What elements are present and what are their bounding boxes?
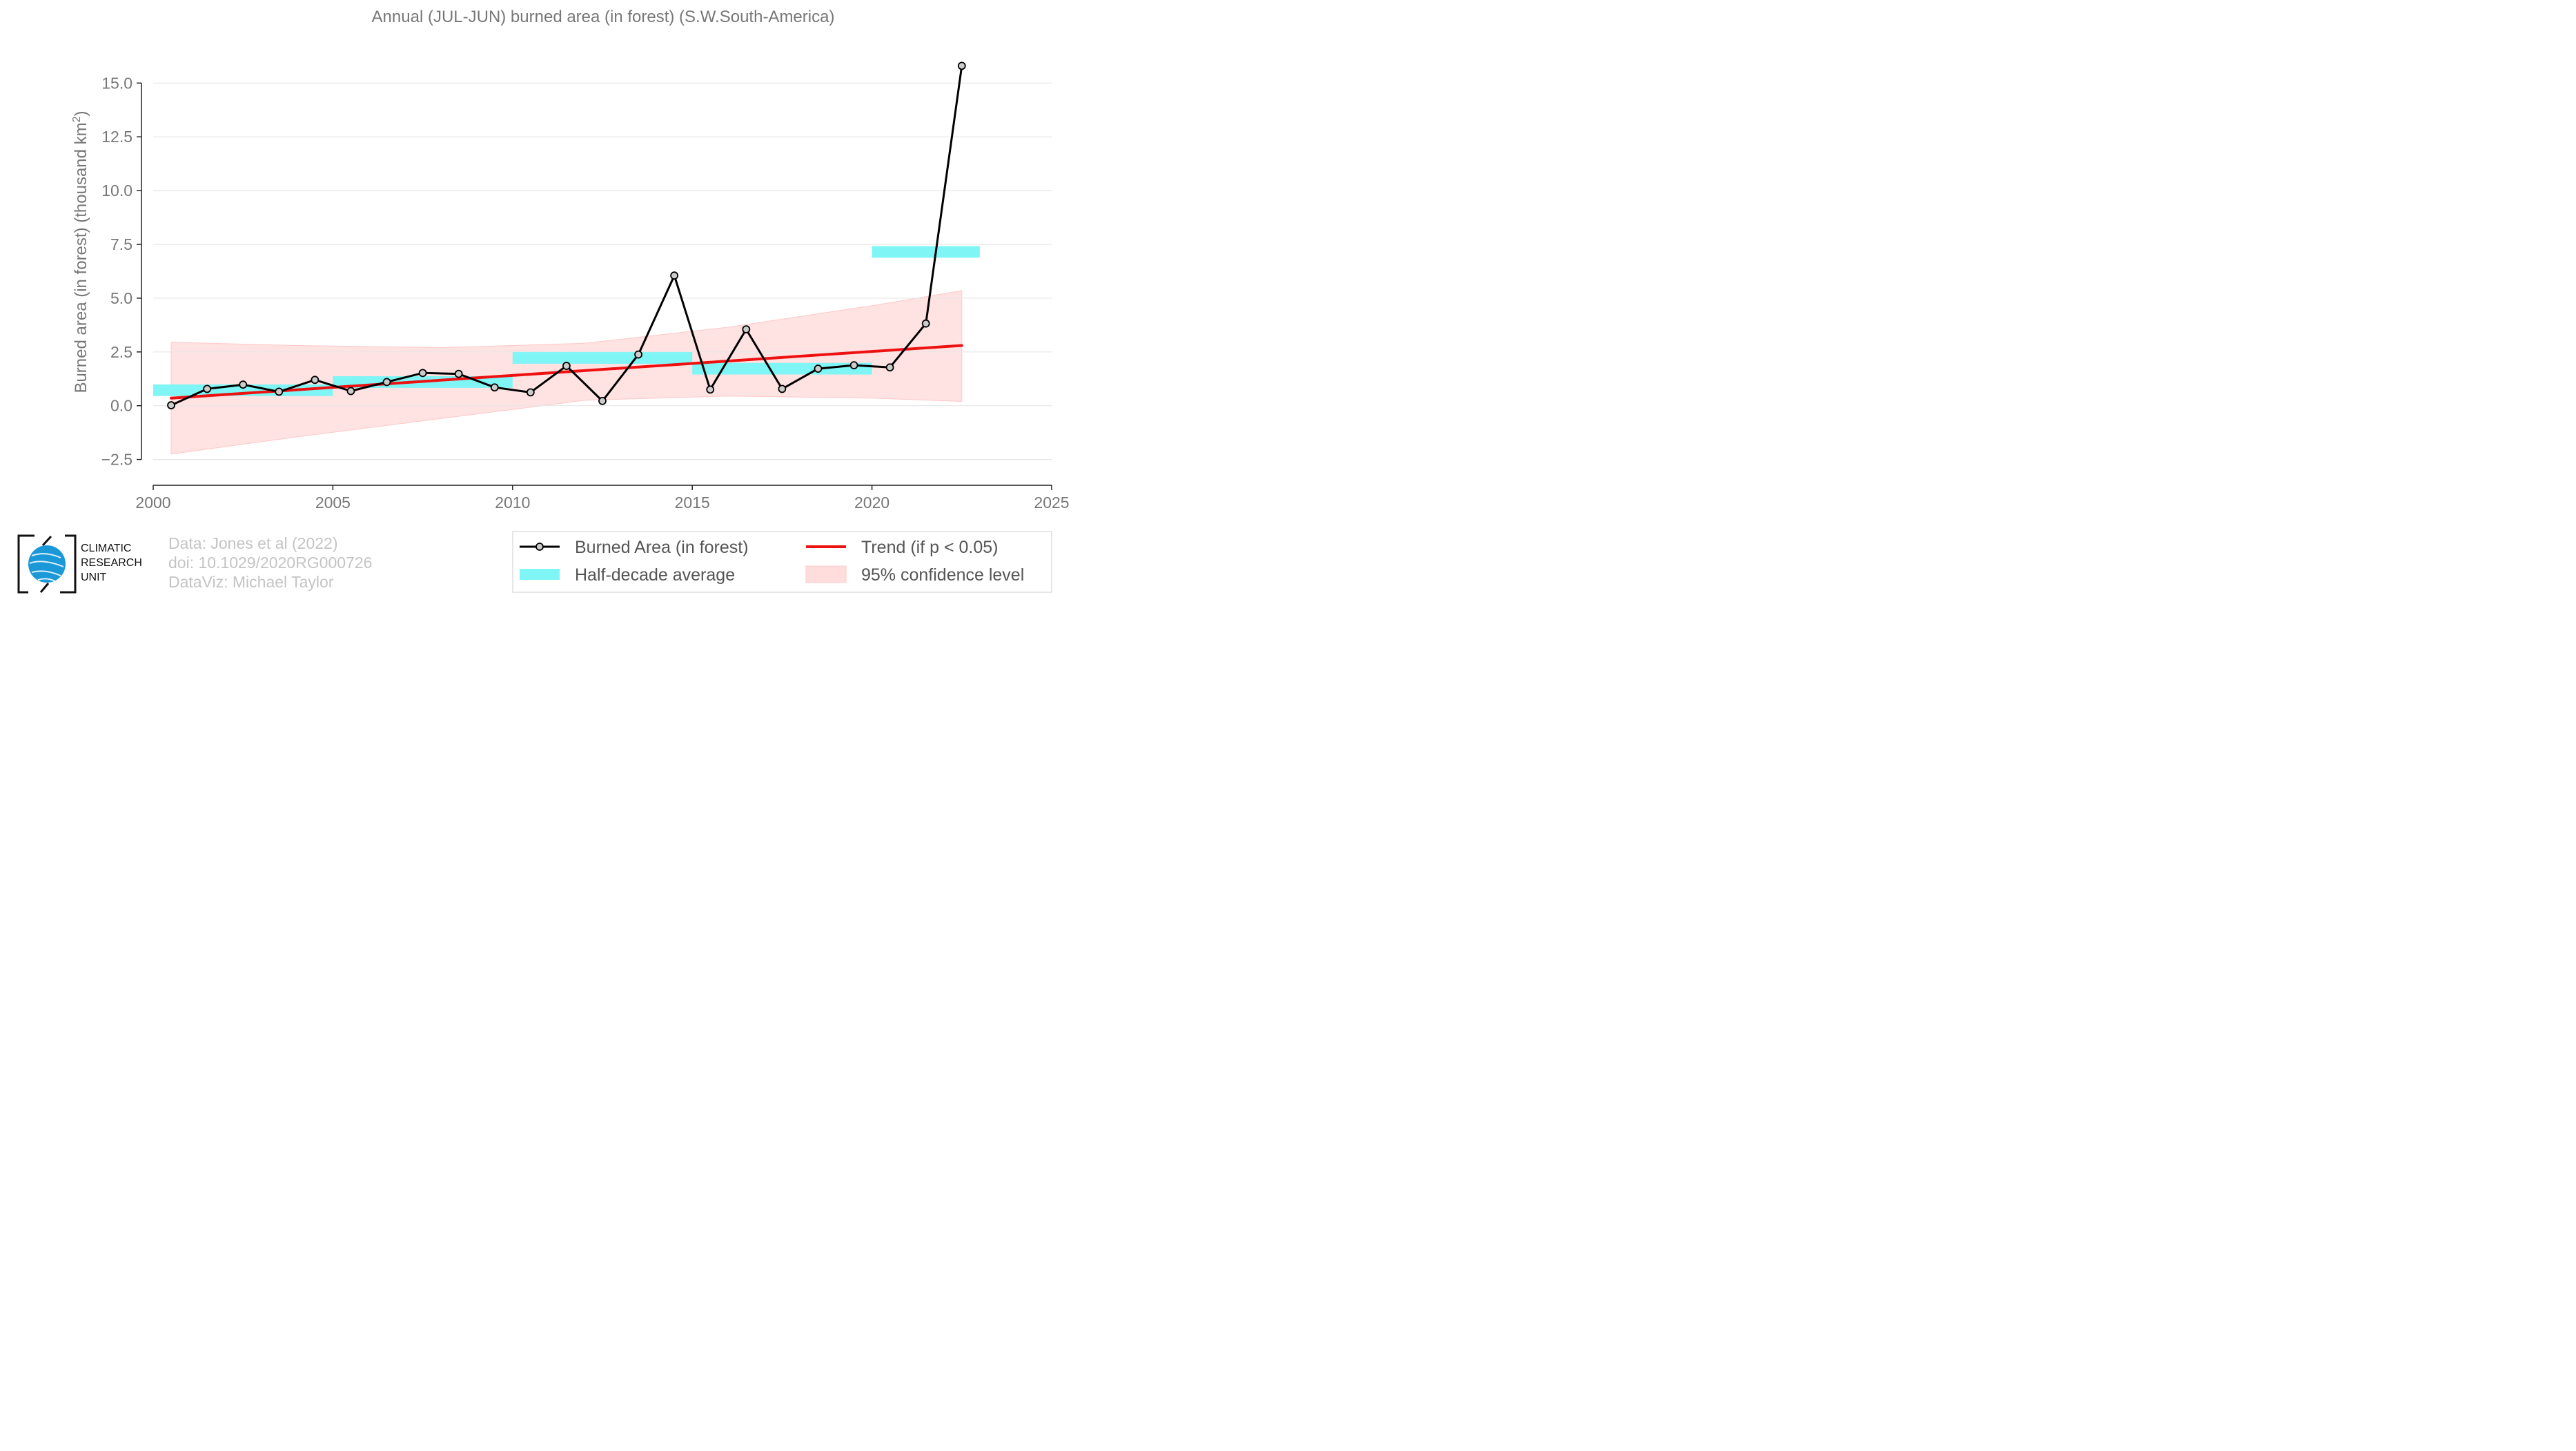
half-decade-bar-3 (692, 362, 872, 375)
chart-title: Annual (JUL-JUN) burned area (in forest)… (372, 8, 835, 26)
trend-line (170, 344, 963, 400)
logo-slash-top (41, 535, 52, 547)
logo-line-unit: UNIT (81, 572, 107, 583)
data-point-11 (562, 362, 571, 370)
data-point-10 (526, 388, 535, 397)
x-tick-label-4: 2020 (854, 494, 889, 512)
y-tick-label-4: 7.5 (110, 235, 132, 253)
y-tick-label-6: 12.5 (101, 128, 132, 146)
data-point-5 (346, 387, 355, 396)
credit-dataviz: DataViz: Michael Taylor (168, 573, 334, 591)
data-point-22 (957, 61, 966, 70)
legend-trend-label: Trend (if p < 0.05) (861, 538, 998, 557)
x-tick-label-0: 2000 (135, 494, 170, 512)
y-tick-label-0: −2.5 (101, 451, 132, 469)
data-point-20 (885, 363, 894, 372)
legend-burned-area-marker (535, 543, 544, 551)
data-point-18 (814, 364, 823, 373)
logo-slash-bottom (39, 583, 50, 593)
legend: Burned Area (in forest) Trend (if p < 0.… (512, 531, 1052, 593)
data-credits: Data: Jones et al (2022) doi: 10.1029/20… (168, 534, 372, 592)
globe-icon (28, 545, 66, 583)
half-decade-bar-4 (872, 246, 980, 258)
data-point-7 (418, 369, 427, 378)
data-point-2 (239, 380, 248, 389)
y-axis-label: Burned area (in forest) (thousand km2) (71, 110, 90, 393)
legend-box (512, 531, 1052, 593)
burned-area-layer (167, 61, 966, 409)
data-point-12 (598, 396, 607, 405)
legend-confidence-label: 95% confidence level (861, 565, 1024, 585)
data-point-14 (670, 271, 679, 280)
credit-data-source: Data: Jones et al (2022) (168, 534, 338, 552)
y-tick-label-1: 0.0 (110, 397, 132, 415)
x-tick-label-5: 2025 (1034, 494, 1069, 512)
data-point-9 (490, 383, 499, 392)
data-point-19 (849, 361, 858, 370)
cru-logo (17, 534, 77, 594)
data-point-3 (275, 387, 284, 396)
logo-text: CLIMATIC RESEARCH UNIT (81, 541, 142, 585)
legend-half-decade-label: Half-decade average (575, 565, 735, 585)
data-point-8 (454, 369, 463, 378)
trend-layer (170, 344, 963, 400)
y-tick-label-3: 5.0 (110, 289, 132, 307)
data-point-4 (311, 376, 319, 384)
data-point-21 (921, 319, 930, 328)
globe-swirl (29, 553, 64, 582)
data-point-1 (203, 384, 212, 393)
data-point-13 (634, 350, 642, 359)
data-point-6 (382, 378, 391, 387)
logo-bracket-left (17, 534, 35, 594)
legend-confidence-swatch (805, 565, 847, 583)
logo-bracket-right (60, 534, 77, 594)
logo-line-research: RESEARCH (81, 557, 142, 569)
x-tick-label-1: 2005 (315, 494, 351, 512)
data-point-0 (167, 401, 175, 409)
data-point-15 (706, 385, 715, 394)
logo-line-climatic: CLIMATIC (81, 543, 132, 554)
half-decade-bar-2 (512, 352, 693, 364)
legend-burned-area-label: Burned Area (in forest) (575, 538, 749, 557)
data-point-17 (778, 384, 787, 393)
data-point-16 (742, 325, 751, 333)
y-tick-label-2: 2.5 (110, 343, 132, 361)
y-tick-label-5: 10.0 (101, 182, 132, 199)
credit-doi: doi: 10.1029/2020RG000726 (168, 554, 373, 572)
y-tick-label-7: 15.0 (101, 74, 132, 92)
chart-canvas: Annual (JUL-JUN) burned area (in forest)… (17, 8, 1070, 594)
legend-half-decade-swatch (520, 569, 560, 580)
grid-layer (153, 82, 1052, 460)
axes: −2.5 0.0 2.5 5.0 7.5 10.0 12.5 15.0 2000 2005 2010… (101, 74, 1070, 512)
x-tick-label-3: 2015 (675, 494, 710, 512)
x-tick-label-2: 2010 (495, 494, 530, 512)
